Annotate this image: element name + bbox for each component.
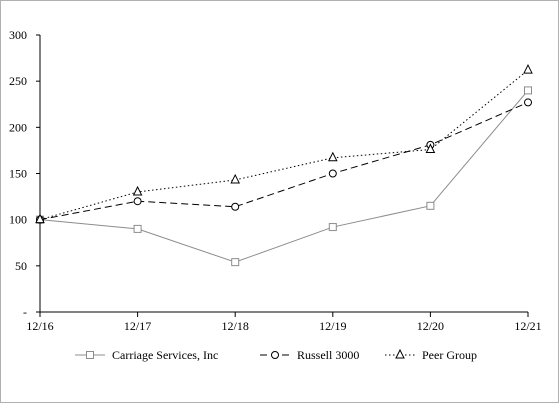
- x-tick-labels: 12/16 12/17 12/18 12/19 12/20 12/21: [26, 319, 541, 333]
- data-point-1-1: [133, 197, 142, 206]
- data-point-2-4: [425, 143, 436, 153]
- legend-swatch-marker: [271, 351, 279, 359]
- data-point-0-5: [524, 86, 532, 95]
- series-line-0: [39, 90, 529, 263]
- x-tick-label: 12/17: [124, 319, 151, 333]
- data-point-2-2: [230, 173, 241, 184]
- y-tick-label: 100: [9, 213, 27, 227]
- series-line-2: [39, 69, 529, 221]
- axes: [36, 34, 529, 317]
- data-point-2-0: [35, 213, 45, 224]
- data-point-0-2: [231, 258, 240, 267]
- legend: Carriage Services, Inc Russell 3000 Peer G…: [75, 348, 477, 362]
- series-markers: [35, 63, 533, 267]
- data-point-1-5: [524, 98, 532, 107]
- data-point-0-3: [328, 223, 337, 232]
- data-point-1-2: [231, 202, 240, 211]
- legend-label: Peer Group: [422, 348, 477, 362]
- legend-swatch-marker: [395, 348, 405, 359]
- series-line-1: [39, 101, 529, 221]
- x-tick-label: 12/18: [222, 319, 249, 333]
- y-tick-label: 250: [9, 74, 27, 88]
- x-tick-label: 12/19: [319, 319, 346, 333]
- y-tick-label: -: [23, 305, 27, 319]
- data-point-0-1: [133, 224, 142, 233]
- legend-label: Russell 3000: [297, 348, 359, 362]
- x-tick-label: 12/16: [26, 319, 53, 333]
- legend-swatch-marker: [86, 351, 94, 359]
- data-point-2-1: [132, 185, 143, 196]
- series-lines: [39, 69, 529, 263]
- y-tick-label: 200: [9, 120, 27, 134]
- data-point-2-5: [523, 63, 533, 74]
- y-tick-label: 50: [15, 259, 27, 273]
- y-tick-labels: - 50 100 150 200 250 300: [9, 28, 27, 319]
- x-tick-label: 12/21: [514, 319, 541, 333]
- data-point-1-3: [328, 169, 337, 178]
- x-tick-label: 12/20: [417, 319, 444, 333]
- data-point-2-3: [327, 151, 338, 162]
- data-point-0-4: [426, 201, 435, 210]
- legend-label: Carriage Services, Inc: [112, 348, 218, 362]
- y-tick-label: 300: [9, 28, 27, 42]
- y-tick-label: 150: [9, 167, 27, 181]
